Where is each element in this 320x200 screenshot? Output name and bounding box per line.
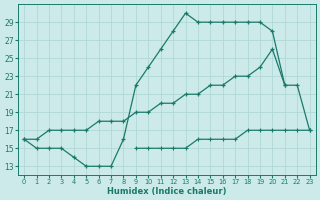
X-axis label: Humidex (Indice chaleur): Humidex (Indice chaleur)	[107, 187, 227, 196]
